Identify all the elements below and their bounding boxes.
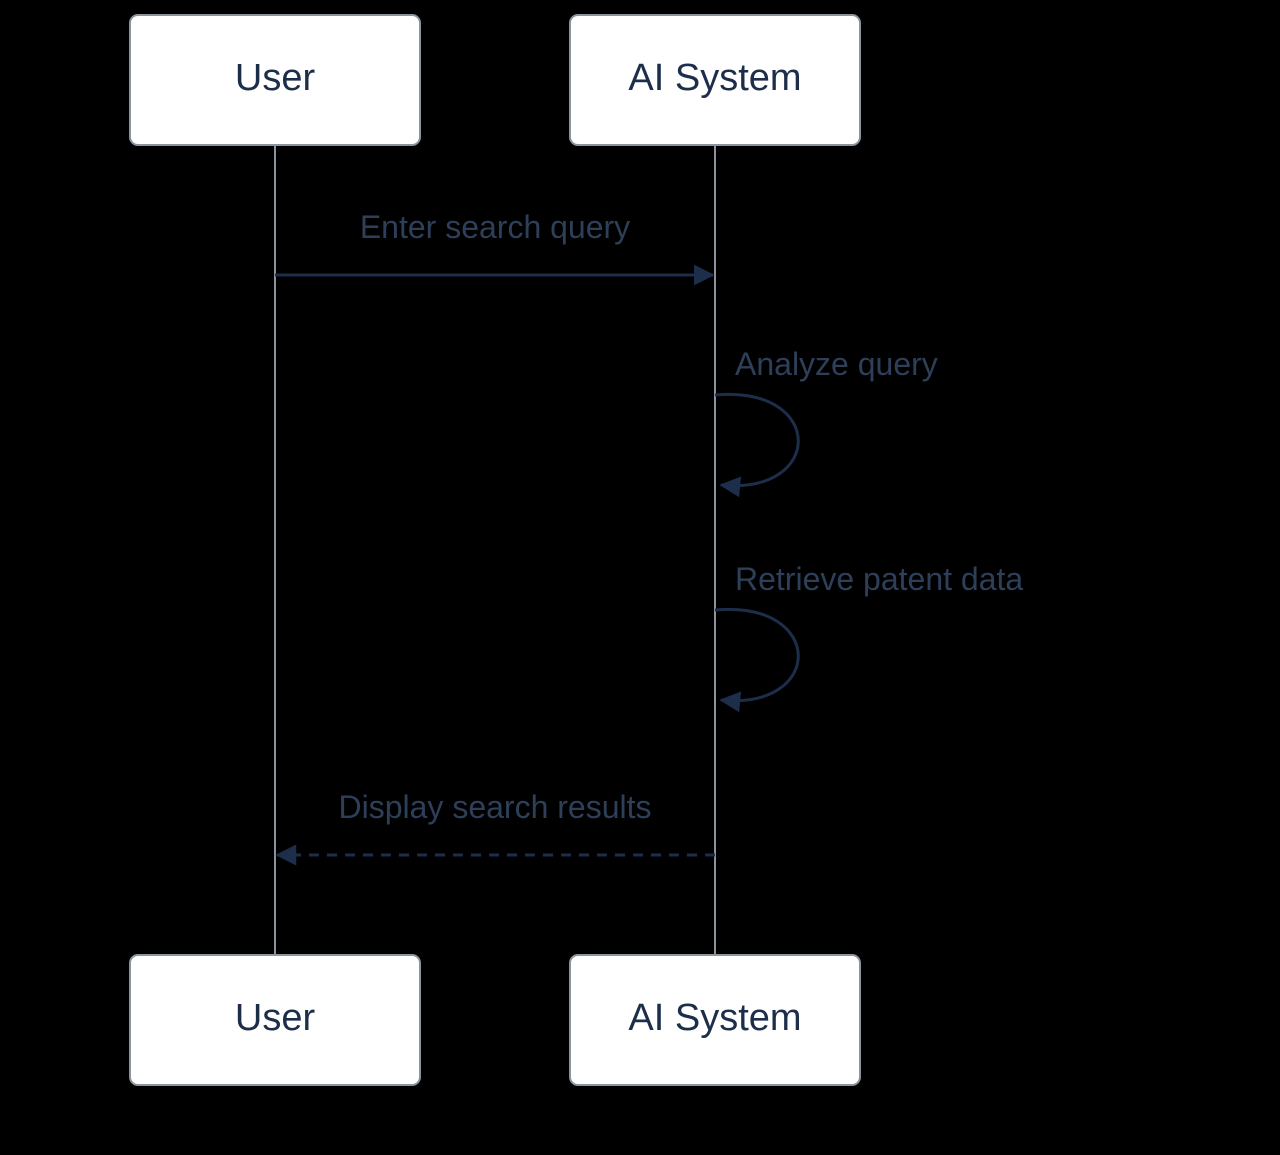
self-message-3 bbox=[715, 609, 798, 700]
self-message-label-2: Analyze query bbox=[735, 346, 938, 382]
actor-label-ai-top: AI System bbox=[628, 57, 801, 99]
actor-label-user-bottom: User bbox=[235, 997, 316, 1039]
self-message-2 bbox=[715, 394, 798, 485]
actor-box-user-bottom: User bbox=[130, 955, 420, 1085]
self-message-label-3: Retrieve patent data bbox=[735, 561, 1023, 597]
actor-box-ai-bottom: AI System bbox=[570, 955, 860, 1085]
message-label-1: Enter search query bbox=[360, 209, 630, 245]
actor-box-user-top: User bbox=[130, 15, 420, 145]
actor-label-user-top: User bbox=[235, 57, 316, 99]
actor-label-ai-bottom: AI System bbox=[628, 997, 801, 1039]
actor-box-ai-top: AI System bbox=[570, 15, 860, 145]
message-label-4: Display search results bbox=[339, 789, 652, 825]
